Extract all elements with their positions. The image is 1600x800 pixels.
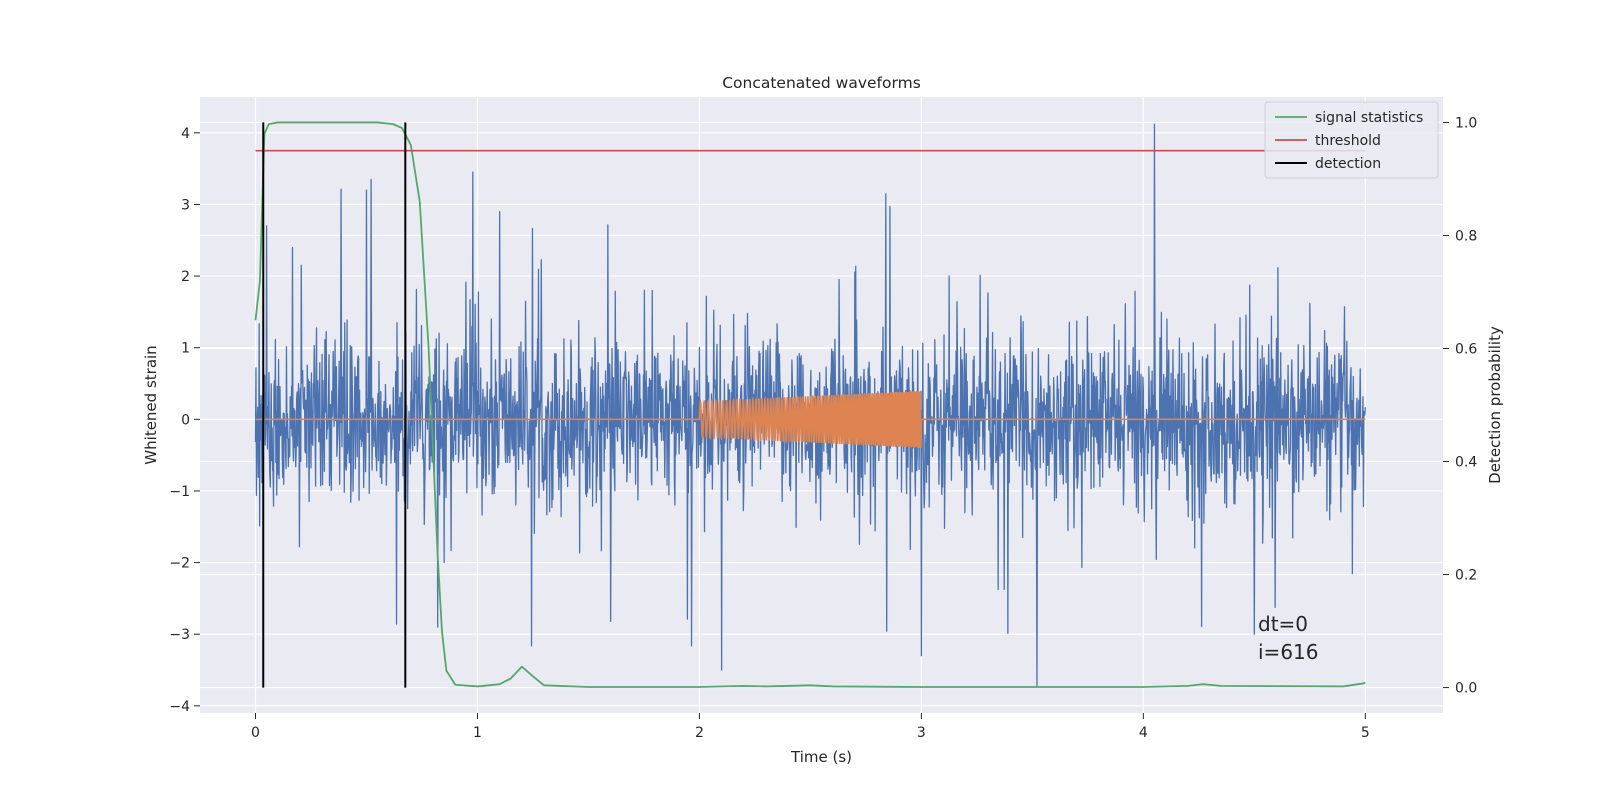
x-tick-label: 1: [473, 725, 482, 741]
y-tick-label: −3: [169, 627, 190, 643]
signal-statistics-series: [254, 121, 1366, 688]
annotation-dt: dt=0: [1258, 612, 1308, 636]
legend: signal statistics threshold detection: [1264, 101, 1439, 179]
axis-ticks: 0 1 2 3 4 5 −4 −3 −2 −1 0 1 2 3 4 0.0 0.2 0.4 0.6 0.8 1.0: [169, 115, 1477, 741]
y-right-tick-label: 0.6: [1455, 341, 1477, 357]
y-right-tick-label: 0.0: [1455, 681, 1477, 697]
y-tick-label: 3: [181, 197, 190, 213]
y-right-tick-label: 1.0: [1455, 115, 1477, 131]
legend-label-threshold: threshold: [1315, 133, 1381, 149]
signal-statistics-line: [254, 121, 1366, 688]
y-tick-label: 0: [181, 412, 190, 428]
y-right-tick-label: 0.8: [1455, 228, 1477, 244]
annotation-index: i=616: [1258, 640, 1319, 664]
y-tick-label: −4: [169, 699, 190, 715]
detection-series: [262, 122, 407, 688]
injected-signal-line: [255, 390, 1366, 448]
y-tick-label: −2: [169, 556, 190, 572]
x-tick-label: 3: [917, 725, 926, 741]
x-axis-label: Time (s): [790, 748, 852, 766]
legend-label-signal-statistics: signal statistics: [1315, 110, 1423, 126]
y-tick-label: 4: [181, 126, 190, 142]
x-tick-label: 5: [1361, 725, 1370, 741]
x-tick-label: 0: [251, 725, 260, 741]
chart-title: Concatenated waveforms: [722, 74, 921, 92]
y-tick-label: −1: [169, 484, 190, 500]
x-tick-label: 2: [695, 725, 704, 741]
injected-signal-series: [255, 390, 1366, 448]
y-right-tick-label: 0.2: [1455, 568, 1477, 584]
x-tick-label: 4: [1139, 725, 1148, 741]
y-axis-label-left: Whitened strain: [142, 345, 160, 464]
y-axis-label-right: Detection probability: [1486, 326, 1504, 484]
y-tick-label: 1: [181, 341, 190, 357]
y-tick-label: 2: [181, 269, 190, 285]
legend-box: [1264, 101, 1439, 179]
y-right-tick-label: 0.4: [1455, 455, 1477, 471]
legend-label-detection: detection: [1315, 156, 1381, 172]
